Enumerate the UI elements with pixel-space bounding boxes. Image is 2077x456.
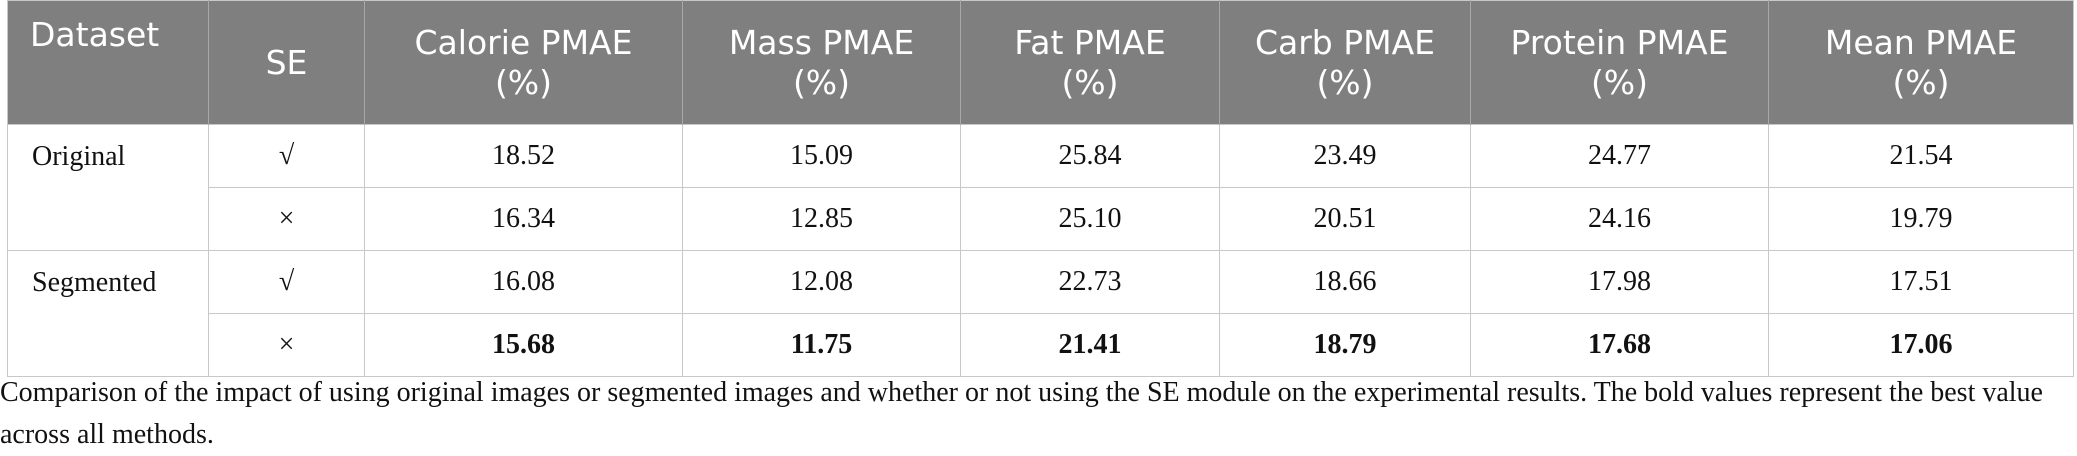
value-cell: 21.54: [1768, 124, 2074, 188]
value-cell: 15.68: [364, 313, 683, 377]
value-cell: 24.77: [1470, 124, 1769, 188]
dataset-cell: Original: [7, 124, 209, 251]
value-cell: 16.34: [364, 187, 683, 251]
value-cell: 23.49: [1219, 124, 1471, 188]
value-cell: 24.16: [1470, 187, 1769, 251]
header-cell: Mean PMAE (%): [1768, 0, 2074, 125]
value-cell: 17.68: [1470, 313, 1769, 377]
value-cell: 21.41: [960, 313, 1220, 377]
table-row: Segmented √ 16.08 12.08 22.73 18.66 17.98 17.51: [7, 250, 2074, 377]
se-cell: √: [208, 124, 365, 188]
value-cell: 19.79: [1768, 187, 2074, 251]
header-cell: Calorie PMAE (%): [364, 0, 683, 125]
table-body: Original √ 18.52 15.09 25.84 23.49 24.77 21.54 ×…: [7, 124, 2074, 377]
value-cell: 11.75: [682, 313, 961, 377]
results-table: Dataset SE Calorie PMAE (%) Mass PMAE (%) Fa…: [7, 0, 2074, 377]
value-cell: 18.79: [1219, 313, 1471, 377]
value-cell: 25.84: [960, 124, 1220, 188]
caption: Comparison of the impact of using origin…: [0, 377, 2043, 450]
se-cell: ×: [208, 313, 365, 377]
value-cell: 17.51: [1768, 250, 2074, 314]
value-cell: 12.85: [682, 187, 961, 251]
header-cell: Dataset: [7, 0, 209, 125]
table-row: Original √ 18.52 15.09 25.84 23.49 24.77 21.54: [7, 124, 2074, 251]
value-cell: 17.06: [1768, 313, 2074, 377]
header-row: Dataset SE Calorie PMAE (%) Mass PMAE (%) Fa…: [7, 0, 2074, 125]
se-cell: ×: [208, 187, 365, 251]
table-row: × 15.68 11.75 21.41 18.79 17.68 17.06: [8, 313, 2074, 377]
header-cell: SE: [208, 0, 365, 125]
value-cell: 17.98: [1470, 250, 1769, 314]
header-cell: Carb PMAE (%): [1219, 0, 1471, 125]
header-cell: Fat PMAE (%): [960, 0, 1220, 125]
table-row: × 16.34 12.85 25.10 20.51 24.16 19.79: [8, 187, 2074, 251]
value-cell: 16.08: [364, 250, 683, 314]
value-cell: 25.10: [960, 187, 1220, 251]
header-cell: Protein PMAE (%): [1470, 0, 1769, 125]
value-cell: 15.09: [682, 124, 961, 188]
value-cell: 22.73: [960, 250, 1220, 314]
value-cell: 18.66: [1219, 250, 1471, 314]
value-cell: 18.52: [364, 124, 683, 188]
dataset-cell: Segmented: [7, 250, 209, 377]
se-cell: √: [208, 250, 365, 314]
header-cell: Mass PMAE (%): [682, 0, 961, 125]
value-cell: 20.51: [1219, 187, 1471, 251]
value-cell: 12.08: [682, 250, 961, 314]
